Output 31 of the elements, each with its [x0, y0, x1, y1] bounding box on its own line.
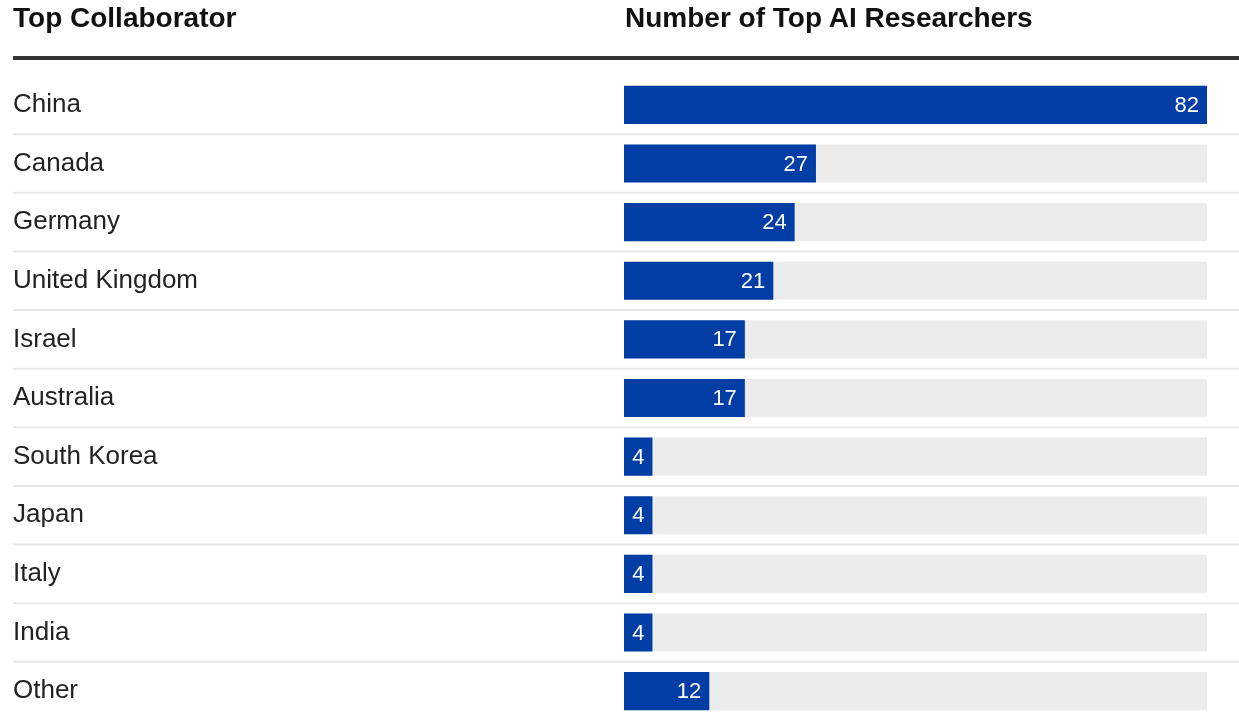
y-tick-label: Israel — [13, 322, 77, 353]
data-label: 4 — [632, 619, 645, 645]
y-tick-label: India — [13, 615, 70, 646]
y-tick-label: Australia — [13, 381, 115, 412]
y-axis-title: Top Collaborator — [13, 2, 237, 34]
bar — [624, 496, 653, 535]
bar — [624, 672, 710, 711]
data-label: 27 — [783, 150, 808, 176]
y-tick-label: United Kingdom — [13, 263, 198, 294]
y-tick-label: South Korea — [13, 439, 159, 470]
y-tick-label: Other — [13, 674, 79, 705]
y-tick-label: Japan — [13, 498, 84, 529]
bar — [624, 613, 653, 652]
data-label: 17 — [712, 385, 737, 411]
data-label: 21 — [740, 267, 766, 293]
bar — [624, 437, 653, 476]
data-label: 82 — [1174, 91, 1199, 117]
data-label: 12 — [676, 678, 702, 704]
bar — [624, 378, 745, 418]
y-tick-label: Canada — [13, 146, 105, 177]
data-label: 4 — [632, 560, 645, 586]
data-label: 17 — [712, 326, 737, 352]
y-tick-label: Italy — [13, 557, 61, 588]
y-tick-label: China — [13, 88, 82, 119]
data-label: 4 — [632, 443, 645, 469]
x-axis-title: Number of Top AI Researchers — [625, 2, 1033, 34]
bar — [624, 554, 653, 593]
y-tick-label: Germany — [13, 205, 120, 236]
data-label: 24 — [762, 209, 787, 235]
data-label: 4 — [632, 502, 645, 528]
bar — [624, 320, 745, 359]
